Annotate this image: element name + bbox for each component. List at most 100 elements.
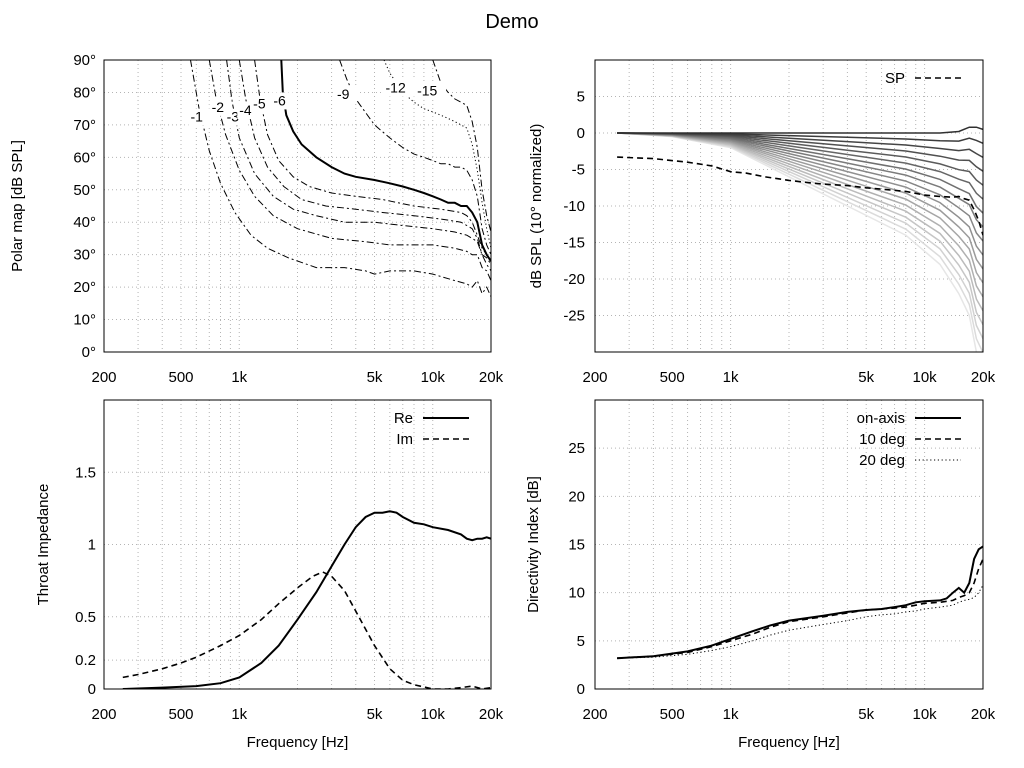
plot-area [617, 545, 983, 660]
y-axis-label: Throat Impedance [35, 484, 52, 606]
series-line [617, 584, 983, 659]
grid [104, 59, 491, 353]
grid [595, 400, 983, 690]
series-line [383, 60, 491, 249]
series-line [254, 60, 491, 262]
x-tick-label: 1k [231, 369, 247, 386]
contour-label: -6 [273, 92, 286, 108]
contour-label-bg [415, 82, 447, 100]
plot-frame [103, 59, 492, 353]
y-tick-label: 40° [73, 214, 96, 231]
y-tick-label: 0° [82, 344, 96, 361]
contour-label-bg [334, 85, 357, 103]
x-axis-label: Frequency [Hz] [247, 734, 349, 751]
y-tick-label: -20 [563, 271, 585, 288]
x-tick-label: 500 [168, 369, 193, 386]
x-tick-label: 5k [367, 706, 383, 723]
x-tick-label: 200 [91, 706, 116, 723]
plot-area [617, 126, 983, 352]
series-line [617, 545, 983, 660]
x-tick-label: 500 [168, 706, 193, 723]
plot-frame [103, 399, 492, 690]
x-tick-label: 20k [479, 369, 504, 386]
x-tick-label: 5k [367, 369, 383, 386]
y-tick-label: 50° [73, 182, 96, 199]
x-tick-label: 200 [582, 369, 607, 386]
angle-curve [617, 132, 983, 340]
series-line [190, 60, 491, 298]
contour-label-bg [383, 79, 415, 97]
series-line [280, 60, 491, 262]
y-axis-label: Polar map [dB SPL] [9, 140, 26, 272]
y-tick-label: 80° [73, 84, 96, 101]
y-tick-label: 0 [88, 681, 96, 698]
x-tick-label: 10k [421, 369, 446, 386]
legend-label: SP [885, 70, 905, 87]
legend-label: Im [396, 431, 413, 448]
y-tick-label: 25 [568, 440, 585, 457]
x-tick-label: 10k [913, 706, 938, 723]
y-tick-label: 5 [577, 633, 585, 650]
legend-label: on-axis [857, 410, 905, 427]
x-tick-label: 5k [858, 369, 874, 386]
y-tick-label: 20° [73, 279, 96, 296]
x-tick-label: 1k [723, 706, 739, 723]
y-tick-label: 20 [568, 488, 585, 505]
contour-label: -5 [253, 96, 266, 112]
plot-frame [594, 399, 984, 690]
x-tick-label: 200 [582, 706, 607, 723]
y-tick-label: 0.2 [75, 652, 96, 669]
y-tick-label: 90° [73, 52, 96, 69]
y-tick-label: -5 [572, 162, 585, 179]
contour-label: -2 [212, 99, 225, 115]
grid [595, 60, 983, 352]
contour-label: -1 [191, 109, 204, 125]
y-tick-label: 1.5 [75, 464, 96, 481]
x-tick-label: 1k [231, 706, 247, 723]
legend-label: 10 deg [859, 431, 905, 448]
panel-throat-impedance: 200 500 1k 5k 10k 20k 0 0.2 0.5 1 1.5 Throat Impeda… [35, 399, 504, 751]
x-tick-label: 10k [913, 369, 938, 386]
y-tick-label: 15 [568, 537, 585, 554]
y-tick-label: 10 [568, 585, 585, 602]
x-tick-label: 20k [971, 706, 996, 723]
y-tick-label: 0 [577, 681, 585, 698]
figure-title: Demo [485, 11, 538, 33]
y-tick-label: 0 [577, 125, 585, 142]
panel-polar-map: 200 500 1k 5k 10k 20k 0° 10° 20° 30° 40° 50° 60° 70° 8… [9, 52, 504, 386]
series-line [617, 558, 983, 659]
x-tick-label: 5k [858, 706, 874, 723]
y-tick-label: 60° [73, 149, 96, 166]
series-line [122, 571, 491, 689]
x-tick-label: 500 [660, 706, 685, 723]
contour-label-bg [251, 95, 274, 113]
y-tick-label: -10 [563, 198, 585, 215]
legend-label: 20 deg [859, 452, 905, 469]
series-line [617, 156, 983, 236]
contour-label-bg [271, 92, 294, 110]
series-line [122, 510, 491, 689]
x-tick-label: 20k [479, 706, 504, 723]
angle-curve [617, 132, 983, 200]
legend-label: Re [394, 410, 413, 427]
series-line [226, 60, 491, 272]
contour-label: -15 [417, 83, 437, 99]
x-tick-label: 500 [660, 369, 685, 386]
plot-area [122, 510, 491, 689]
y-tick-label: -15 [563, 235, 585, 252]
x-tick-label: 20k [971, 369, 996, 386]
plot-frame [594, 59, 984, 353]
y-axis-label: Directivity Index [dB] [525, 476, 542, 613]
contour-label: -9 [337, 86, 350, 102]
contour-label-bg [188, 108, 211, 126]
angle-curve [617, 126, 983, 134]
y-tick-label: 1 [88, 537, 96, 554]
grid [104, 400, 491, 690]
y-axis-label: dB SPL (10° normalized) [528, 124, 545, 289]
panel-directivity-index: 200 500 1k 5k 10k 20k 0 5 10 15 20 25 Directivity In… [525, 399, 996, 751]
series-line [238, 60, 491, 265]
series-line [339, 60, 491, 255]
y-tick-label: 10° [73, 312, 96, 329]
y-tick-label: 5 [577, 89, 585, 106]
